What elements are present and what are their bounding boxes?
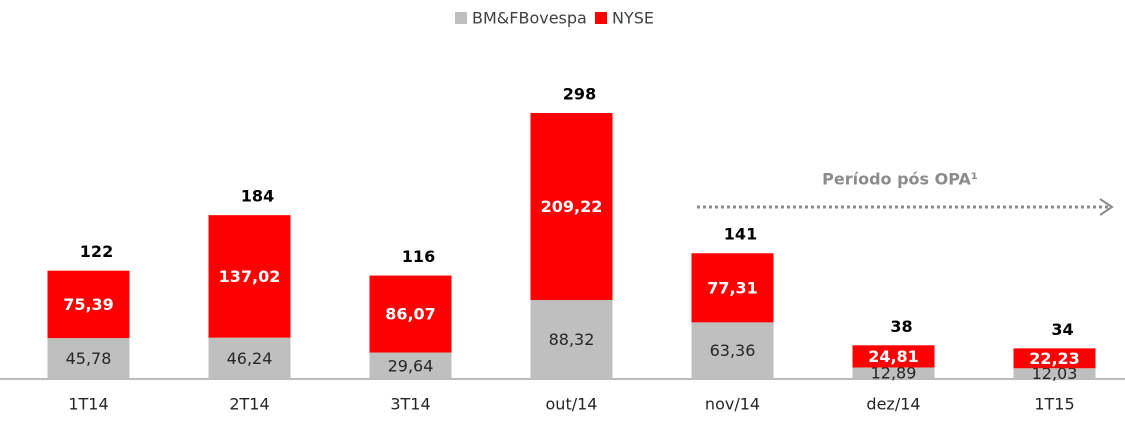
- arrow-head: [1099, 198, 1114, 216]
- bar-segment: [1013, 348, 1096, 369]
- x-tick-label: 2T14: [229, 395, 269, 414]
- value-label: 209,22: [541, 197, 603, 216]
- value-label: 29,64: [388, 356, 434, 375]
- value-label: 63,36: [710, 341, 756, 360]
- bar-segment: [691, 322, 774, 379]
- bar-segment: [208, 337, 291, 379]
- total-label: 122: [80, 242, 113, 261]
- value-label: 12,89: [871, 364, 917, 383]
- value-label: 88,32: [549, 330, 595, 349]
- legend-swatch: [595, 12, 607, 24]
- total-label: 298: [563, 85, 596, 104]
- value-label: 24,81: [868, 347, 919, 366]
- value-label: 137,02: [219, 267, 281, 286]
- total-label: 116: [402, 247, 435, 266]
- value-label: 12,03: [1032, 364, 1078, 383]
- total-label: 184: [241, 187, 274, 206]
- legend-label: BM&FBovespa: [472, 9, 587, 28]
- bar-segment: [47, 338, 130, 379]
- x-tick-label: 3T14: [390, 395, 430, 414]
- value-label: 75,39: [63, 295, 114, 314]
- bar-segment: [691, 253, 774, 323]
- bar-segment: [369, 275, 452, 353]
- bar-segment: [530, 113, 613, 301]
- bar-segment: [852, 345, 935, 368]
- bar-segment: [47, 270, 130, 339]
- x-tick-label: dez/14: [866, 395, 920, 414]
- bar-segment: [530, 300, 613, 379]
- legend-label: NYSE: [612, 9, 654, 28]
- value-label: 77,31: [707, 278, 758, 297]
- value-label: 45,78: [66, 349, 112, 368]
- legend-swatch: [455, 12, 467, 24]
- x-tick-label: 1T14: [68, 395, 108, 414]
- annotation: Período pós OPA¹: [822, 170, 978, 189]
- x-tick-label: out/14: [546, 395, 598, 414]
- bar-segment: [369, 352, 452, 379]
- total-label: 34: [1051, 320, 1073, 339]
- total-label: 141: [724, 225, 757, 244]
- bar-segment: [208, 215, 291, 338]
- x-tick-label: nov/14: [705, 395, 760, 414]
- bar-segment: [852, 367, 935, 379]
- value-label: 22,23: [1029, 349, 1080, 368]
- value-label: 46,24: [227, 349, 273, 368]
- value-label: 86,07: [385, 305, 436, 324]
- total-label: 38: [890, 317, 912, 336]
- x-tick-label: 1T15: [1034, 395, 1074, 414]
- bar-segment: [1013, 368, 1096, 379]
